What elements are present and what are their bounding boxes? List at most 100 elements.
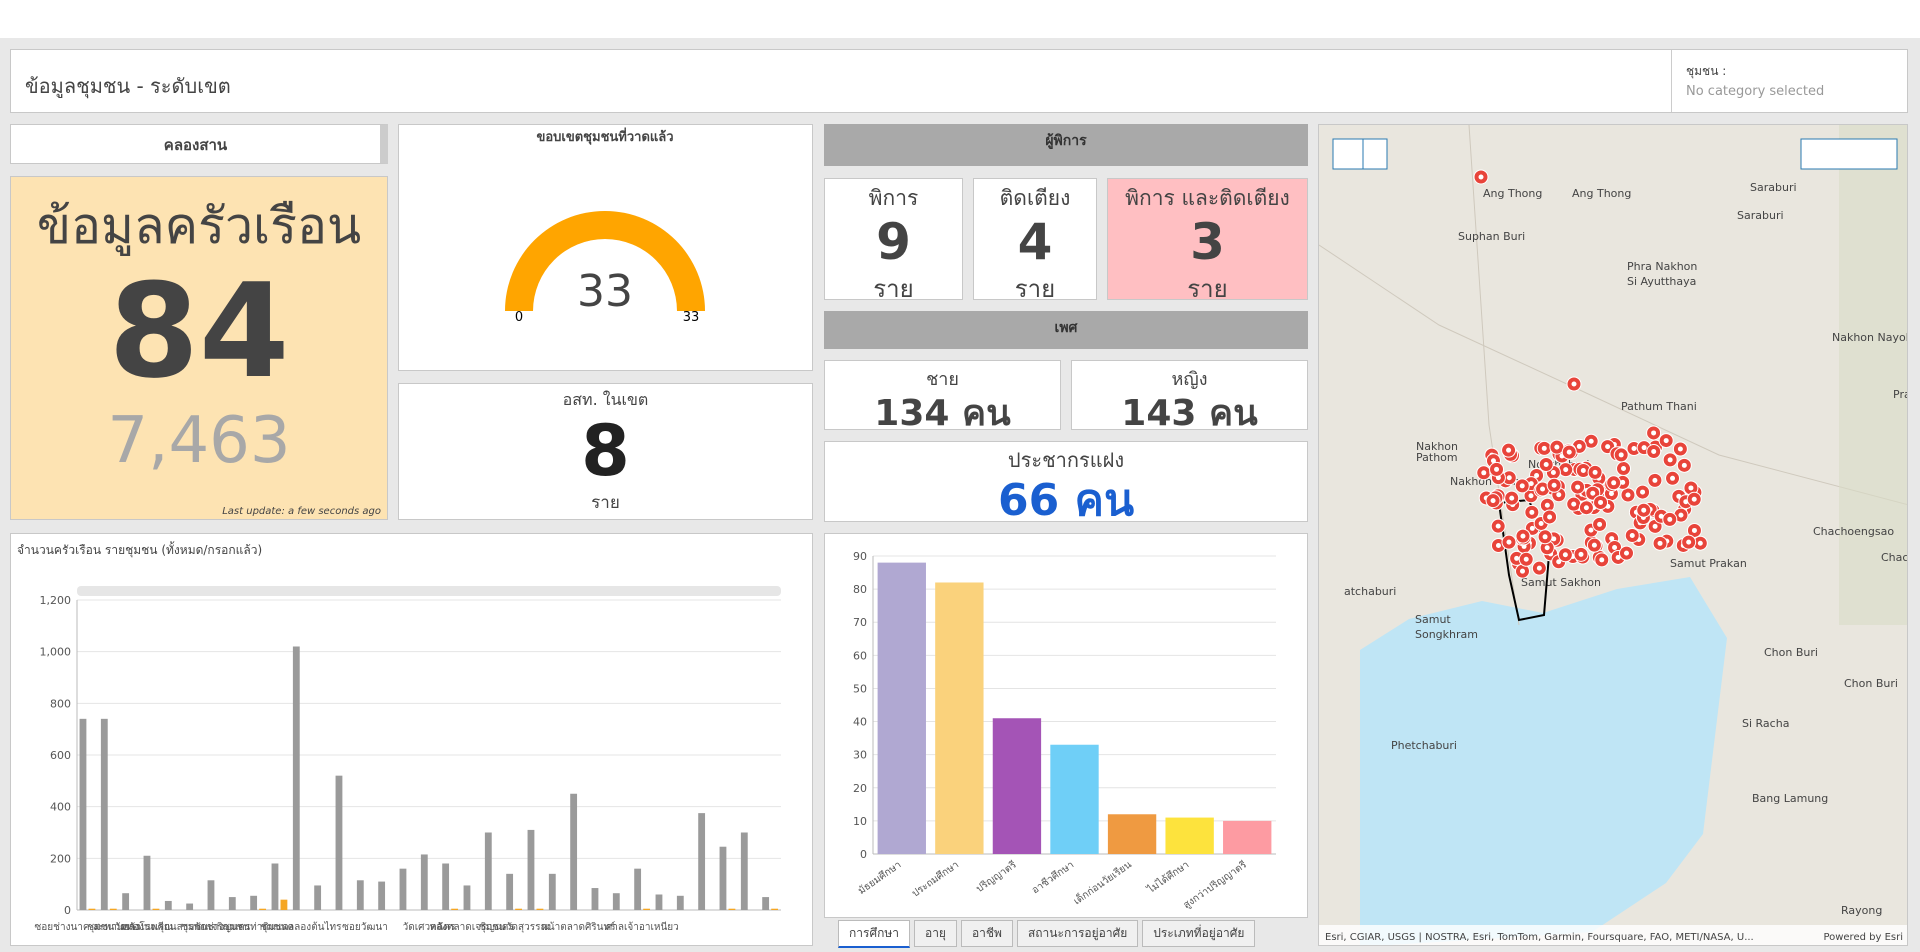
marker-dot <box>1506 539 1512 545</box>
tabs: การศึกษา อายุ อาชีพ สถานะการอยู่อาศัย ประเภท… <box>838 920 1259 948</box>
marker-dot <box>1490 458 1496 464</box>
bar <box>570 793 578 910</box>
chart-title: ขอบเขตชุมชนที่วาดแล้ว <box>536 127 673 145</box>
x-tick-label: ชุมชนวัดสุวรรณ <box>479 922 550 933</box>
marker-dot <box>1618 452 1624 458</box>
marker-dot <box>1623 550 1629 556</box>
gauge: ขอบเขตชุมชนที่วาดแล้ว 33 0 33 <box>505 127 705 325</box>
marker-dot <box>1538 520 1544 526</box>
place-label: Suphan Buri <box>1458 230 1525 243</box>
bar <box>228 897 236 910</box>
y-tick-label: 40 <box>853 716 867 729</box>
card-value: 9 <box>876 213 911 271</box>
card-total: 7,463 <box>107 404 291 478</box>
marker-dot <box>1591 542 1597 548</box>
bar <box>515 908 523 910</box>
bar <box>698 813 706 910</box>
card-value: 143 <box>1121 393 1197 434</box>
tab[interactable]: การศึกษา <box>838 920 910 948</box>
y-tick-label: 30 <box>853 749 867 762</box>
bar <box>100 718 108 910</box>
marker-dot <box>1547 514 1553 520</box>
education-chart-panel: 0 10 20 30 40 50 60 70 80 90 มัธยมศึกษา ประถมศึกษา ป… <box>824 533 1308 918</box>
bar <box>655 894 663 910</box>
marker-dot <box>1588 527 1594 533</box>
marker-dot <box>1519 483 1525 489</box>
gauge-max: 33 <box>683 310 700 325</box>
place-label: Ang Thong <box>1572 187 1631 200</box>
place-label: Nakhon Nayok <box>1832 331 1908 344</box>
marker-dot <box>1534 472 1540 478</box>
marker-dot <box>1592 469 1598 475</box>
bar <box>259 908 267 910</box>
bar <box>740 832 748 910</box>
bar <box>877 562 926 854</box>
map-tool[interactable] <box>1362 138 1388 170</box>
tab[interactable]: อายุ <box>913 920 957 947</box>
section-header: เพศ <box>824 311 1308 349</box>
bar <box>109 908 117 910</box>
x-tick-label: ประถมศึกษา <box>910 859 961 900</box>
volunteer-panel: อสท. ในเขต 8 ราย <box>398 383 813 520</box>
x-tick-label: สูงกว่าปริญญาตรี <box>1181 858 1249 911</box>
volunteer-unit: ราย <box>591 493 620 513</box>
card-label: ชาย <box>926 369 959 390</box>
tab[interactable]: สถานะการอยู่อาศัย <box>1016 920 1139 947</box>
place-label: Chon Buri <box>1764 646 1818 659</box>
marker-dot <box>1667 516 1673 522</box>
volunteer-value: 8 <box>581 410 630 492</box>
marker-dot <box>1629 532 1635 538</box>
household-card: ข้อมูลครัวเรือน 84 7,463 Last update: a … <box>10 176 388 520</box>
marker-dot <box>1562 552 1568 558</box>
bar <box>728 908 736 910</box>
bar <box>451 908 459 910</box>
marker-dot <box>1621 466 1627 472</box>
marker-dot <box>1481 470 1487 476</box>
bar <box>88 908 96 910</box>
bar <box>292 646 300 910</box>
marker-dot <box>1478 174 1484 180</box>
bar <box>591 888 599 910</box>
x-tick-label: ชุมชนคลองต้นไทร <box>260 921 342 933</box>
place-label: Saraburi <box>1737 209 1784 222</box>
place-label: Phra Nakhon <box>1627 260 1697 273</box>
marker-dot <box>1640 489 1646 495</box>
x-tick-label: มัธยมศึกษา <box>856 859 904 897</box>
marker-dot <box>1556 559 1562 565</box>
marker-dot <box>1678 512 1684 518</box>
district-tab[interactable]: คลองสาน <box>10 124 388 164</box>
place-label: atchaburi <box>1344 585 1396 598</box>
y-tick-label: 400 <box>50 801 71 814</box>
bar <box>506 873 514 910</box>
gauge-value: 33 <box>577 266 633 317</box>
bar <box>152 908 160 910</box>
place-label: Pathum Thani <box>1621 400 1697 413</box>
map-tool[interactable] <box>1332 138 1364 170</box>
map-tools[interactable] <box>1800 138 1898 170</box>
bar <box>771 908 779 910</box>
tab[interactable]: อาชีพ <box>960 920 1013 947</box>
y-tick-label: 200 <box>50 852 71 865</box>
card-value-row: 134 คน <box>825 393 1060 435</box>
terrain <box>1839 125 1907 625</box>
tab[interactable]: ประเภทที่อยู่อาศัย <box>1142 920 1256 947</box>
bar <box>122 893 130 910</box>
stat-card: หญิง 143 คน <box>1071 360 1308 434</box>
x-tick-label: ชุมชนท่าดินแดง <box>223 922 293 933</box>
bar <box>463 885 471 910</box>
marker-dot <box>1544 545 1550 551</box>
card-title: ข้อมูลครัวเรือน <box>36 197 362 255</box>
bar <box>935 582 984 854</box>
place-label: Samut Sakhon <box>1521 576 1601 589</box>
marker-dot <box>1583 505 1589 511</box>
marker-dot <box>1686 539 1692 545</box>
marker-dot <box>1529 509 1535 515</box>
bar <box>536 908 544 910</box>
marker-dot <box>1551 482 1557 488</box>
panel-title: อสท. ในเขต <box>562 390 649 409</box>
filter-value[interactable]: No category selected <box>1686 84 1825 99</box>
place-label: Phetchaburi <box>1391 739 1457 752</box>
map-canvas: Ang Thong Ang Thong Suphan Buri Saraburi Sar… <box>1319 125 1908 945</box>
card-update: Last update: a few seconds ago <box>222 506 381 517</box>
